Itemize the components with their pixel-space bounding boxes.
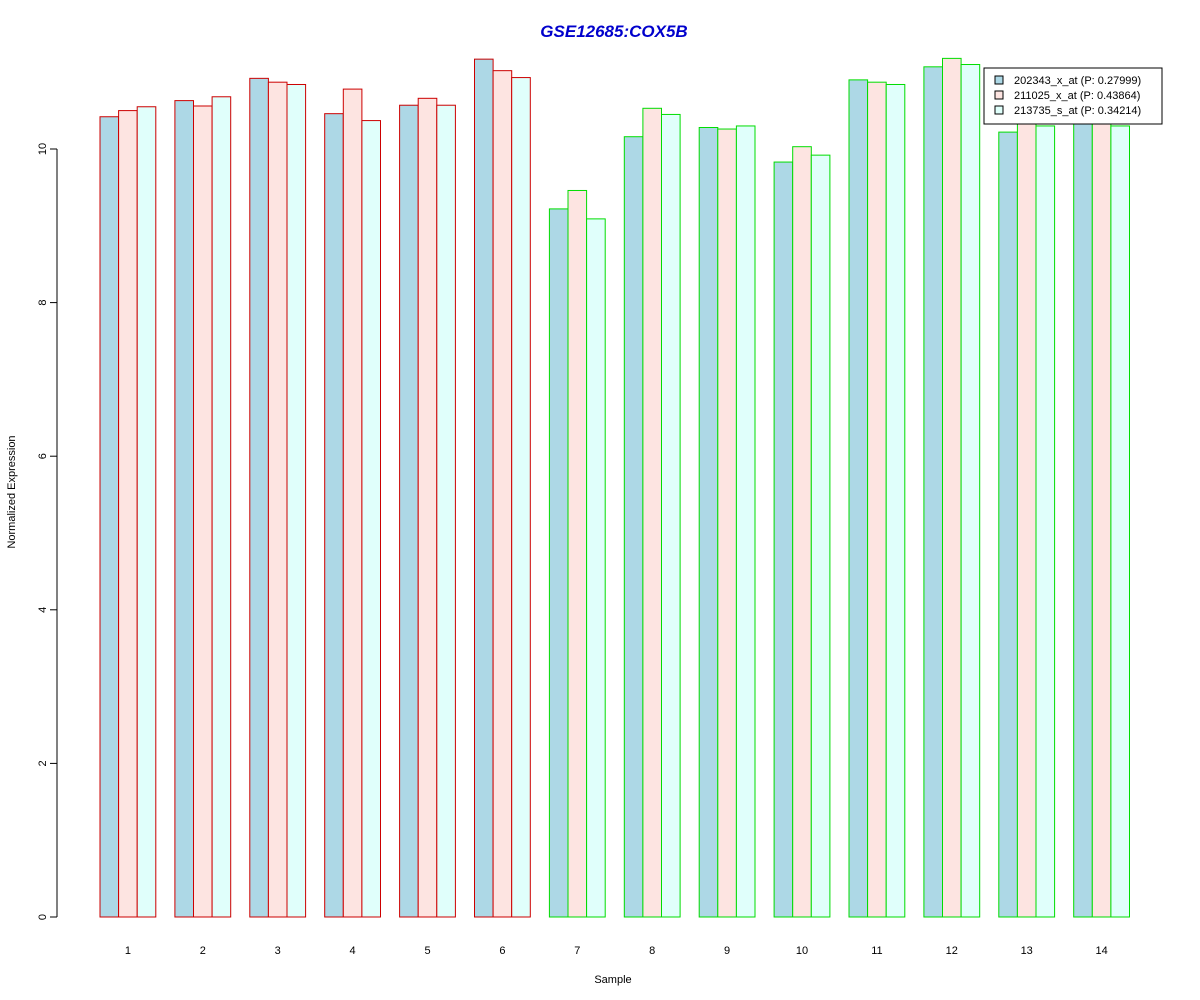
- x-tick-label-4: 4: [350, 945, 356, 957]
- legend-label-2: 211025_x_at (P: 0.43864): [1014, 90, 1140, 102]
- bar-s2-1: [118, 110, 138, 918]
- bar-s1-3: [249, 77, 269, 918]
- legend: 202343_x_at (P: 0.27999) 211025_x_at (P: …: [983, 67, 1163, 125]
- y-axis-label: Normalized Expression: [6, 435, 18, 548]
- bar-s3-13: [1035, 125, 1056, 918]
- x-tick-label-1: 1: [125, 945, 131, 957]
- x-tick-label-14: 14: [1095, 945, 1107, 957]
- y-tick-label-5: 10: [37, 143, 49, 155]
- x-tick-label-3: 3: [275, 945, 281, 957]
- bar-s3-11: [885, 83, 906, 918]
- bar-s3-14: [1110, 125, 1131, 918]
- bar-s2-5: [417, 97, 438, 918]
- bar-s2-8: [642, 107, 663, 918]
- legend-box: [983, 67, 1163, 125]
- x-tick-label-2: 2: [200, 945, 206, 957]
- bar-s3-2: [211, 96, 232, 918]
- bar-s2-4: [342, 88, 363, 918]
- x-tick-label-6: 6: [499, 945, 505, 957]
- bar-s1-1: [99, 116, 120, 918]
- bar-s1-8: [623, 136, 644, 918]
- bar-s3-7: [586, 218, 606, 918]
- chart-title: GSE12685:COX5B: [540, 22, 687, 41]
- bar-s1-9: [698, 126, 719, 918]
- bar-s3-8: [661, 113, 681, 918]
- bars: [99, 57, 1131, 918]
- bar-s2-6: [492, 70, 513, 918]
- x-tick-label-10: 10: [796, 945, 808, 957]
- bar-s1-6: [474, 58, 494, 918]
- x-tick-label-13: 13: [1021, 945, 1033, 957]
- bar-s2-11: [867, 81, 887, 918]
- bar-s3-12: [960, 64, 981, 918]
- legend-swatch-3: [994, 105, 1004, 115]
- y-axis: 0 2 4 6 8 10: [37, 143, 58, 920]
- y-tick-label-1: 2: [37, 760, 49, 766]
- bar-s1-2: [174, 100, 194, 918]
- x-tick-label-12: 12: [946, 945, 958, 957]
- bar-s1-7: [548, 208, 569, 918]
- y-tick-label-0: 0: [37, 914, 49, 920]
- legend-label-3: 213735_s_at (P: 0.34214): [1014, 105, 1141, 117]
- y-tick-label-3: 6: [37, 453, 49, 459]
- bar-s3-1: [136, 106, 157, 918]
- legend-label-1: 202343_x_at (P: 0.27999): [1014, 75, 1141, 87]
- bar-s3-6: [511, 77, 531, 918]
- bar-s2-7: [567, 189, 588, 918]
- bar-s3-4: [361, 120, 381, 918]
- bar-s2-2: [193, 105, 213, 918]
- bar-s3-5: [436, 104, 456, 918]
- legend-swatch-2: [994, 90, 1004, 100]
- bar-s1-4: [324, 113, 344, 918]
- x-tick-label-9: 9: [724, 945, 730, 957]
- bar-s1-13: [998, 131, 1018, 918]
- bar-s3-10: [810, 154, 831, 918]
- x-tick-label-5: 5: [424, 945, 430, 957]
- bar-s2-9: [717, 128, 737, 918]
- bar-s1-5: [399, 104, 419, 918]
- bar-s2-10: [792, 146, 812, 918]
- bar-s3-3: [286, 83, 307, 918]
- bar-s2-3: [267, 81, 288, 918]
- bar-s3-9: [735, 125, 756, 918]
- x-axis-label: Sample: [594, 974, 631, 986]
- bar-s1-14: [1073, 92, 1093, 918]
- y-tick-label-2: 4: [37, 607, 49, 613]
- legend-swatch-1: [994, 75, 1004, 85]
- x-tick-label-8: 8: [649, 945, 655, 957]
- y-tick-label-4: 8: [37, 300, 49, 306]
- x-tick-label-11: 11: [871, 945, 882, 957]
- bar-s1-10: [773, 161, 794, 918]
- bar-s2-14: [1091, 90, 1112, 918]
- bar-s2-13: [1016, 113, 1037, 918]
- bar-s1-11: [848, 79, 869, 918]
- x-tick-label-7: 7: [574, 945, 580, 957]
- bar-s1-12: [923, 66, 944, 918]
- bar-s2-12: [942, 57, 962, 918]
- x-axis: 1 2 3 4 5 6 7 8 9 10 11 12 13 14: [125, 945, 1108, 957]
